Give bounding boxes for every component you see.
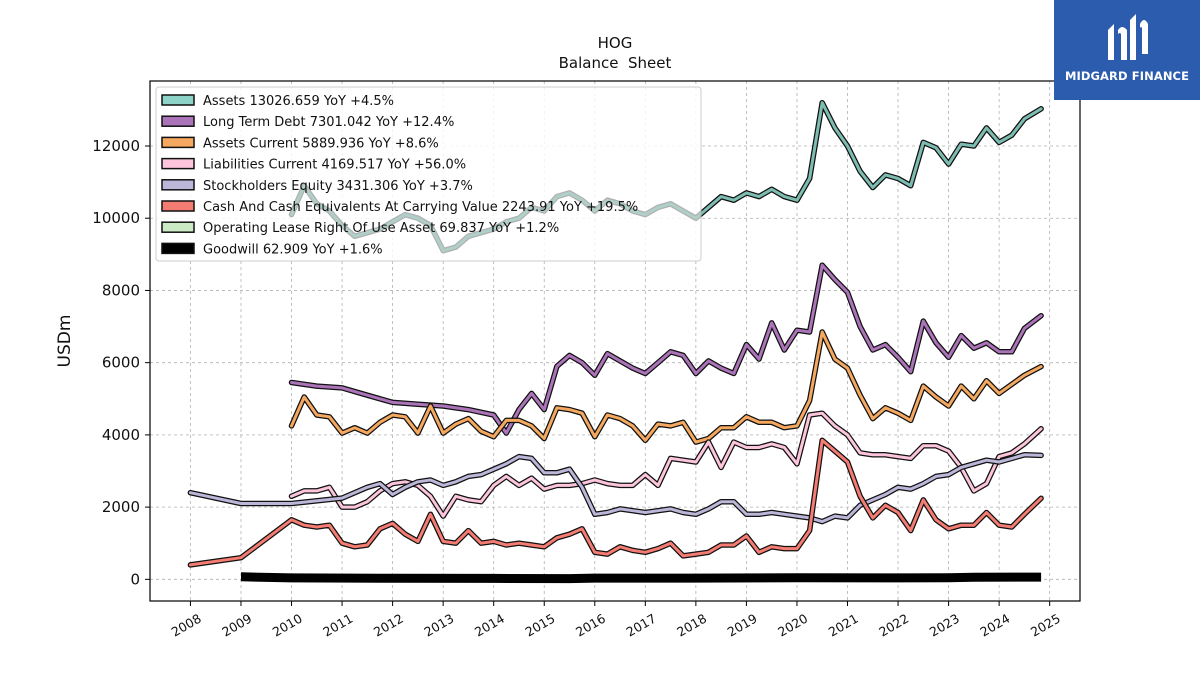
assets-line-ghost	[288, 99, 1044, 254]
legend-swatch	[161, 136, 195, 149]
series-line-liabilities-current	[290, 411, 1043, 518]
x-tick-label: 2008	[169, 611, 204, 640]
x-tick-label: 2014	[472, 611, 507, 640]
legend-entry: Assets Current 5889.936 YoY +8.6%	[203, 136, 439, 151]
legend-entry: Liabilities Current 4169.517 YoY +56.0%	[203, 158, 466, 173]
series-line-cash-and-cash-equivalents-at-carrying-value	[188, 438, 1043, 567]
series-line-stockholders-equity	[188, 453, 1043, 524]
brand-name: MIDGARD FINANCE	[1064, 69, 1190, 83]
x-tick-label: 2009	[219, 611, 254, 640]
x-tick-label: 2016	[573, 611, 608, 640]
legend-entry: Stockholders Equity 3431.306 YoY +3.7%	[203, 179, 473, 194]
x-tick-label: 2010	[270, 611, 305, 640]
legend-swatch	[161, 94, 195, 106]
x-tick-label: 2013	[421, 611, 456, 640]
legend-swatch	[161, 115, 195, 127]
y-tick-label: 2000	[102, 498, 140, 516]
x-tick-label: 2017	[624, 611, 659, 640]
x-tick-label: 2025	[1028, 611, 1063, 640]
assets-line-ghost-fill	[290, 101, 1043, 253]
legend-box	[155, 86, 702, 262]
axes: 2008 2009 2010 2011 2012 2013 2014 2015 2016 2017…	[92, 137, 1063, 640]
x-tick-label: 2024	[977, 611, 1012, 640]
x-tick-label: 2015	[522, 611, 557, 640]
y-tick-label: 12000	[92, 137, 140, 155]
y-tick-label: 10000	[92, 209, 140, 227]
x-tick-label: 2018	[674, 611, 709, 640]
x-tick-label: 2020	[775, 611, 810, 640]
chart-subtitle: Balance Sheet	[559, 54, 672, 72]
y-tick-label: 4000	[102, 426, 140, 444]
x-tick-label: 2012	[371, 611, 406, 640]
legend-swatch	[161, 179, 195, 191]
legend-entry: Assets 13026.659 YoY +4.5%	[203, 94, 394, 109]
x-tick-label: 2023	[927, 611, 962, 640]
plot-frame	[149, 80, 1081, 602]
legend-swatch	[161, 200, 195, 212]
legend-swatch	[161, 157, 195, 170]
x-tick-label: 2011	[320, 611, 355, 640]
x-tick-label: 2021	[826, 611, 861, 640]
legend-entry: Operating Lease Right Of Use Asset 69.83…	[203, 221, 559, 236]
chart-title: HOG	[598, 34, 633, 52]
x-tick-label: 2022	[876, 611, 911, 640]
x-tick-label: 2019	[725, 611, 760, 640]
y-tick-label: 0	[130, 570, 140, 588]
y-axis-label: USDm	[55, 315, 75, 368]
brand-logo: MIDGARD FINANCE	[1054, 0, 1200, 100]
legend-entry: Cash And Cash Equivalents At Carrying Va…	[203, 200, 638, 215]
brand-mark-icon	[1108, 14, 1148, 60]
series-line-assets-current	[290, 330, 1043, 444]
legend-entry: Goodwill 62.909 YoY +1.6%	[203, 242, 383, 257]
series-line-goodwill	[240, 572, 1042, 584]
y-tick-label: 8000	[102, 281, 140, 299]
legend: Assets 13026.659 YoY +4.5% Long Term Debt…	[155, 86, 1044, 262]
legend-swatch	[161, 221, 195, 233]
legend-swatch	[161, 242, 195, 255]
series-line-long-term-debt	[290, 263, 1043, 435]
y-tick-label: 6000	[102, 354, 140, 372]
legend-entry: Long Term Debt 7301.042 YoY +12.4%	[203, 115, 454, 130]
